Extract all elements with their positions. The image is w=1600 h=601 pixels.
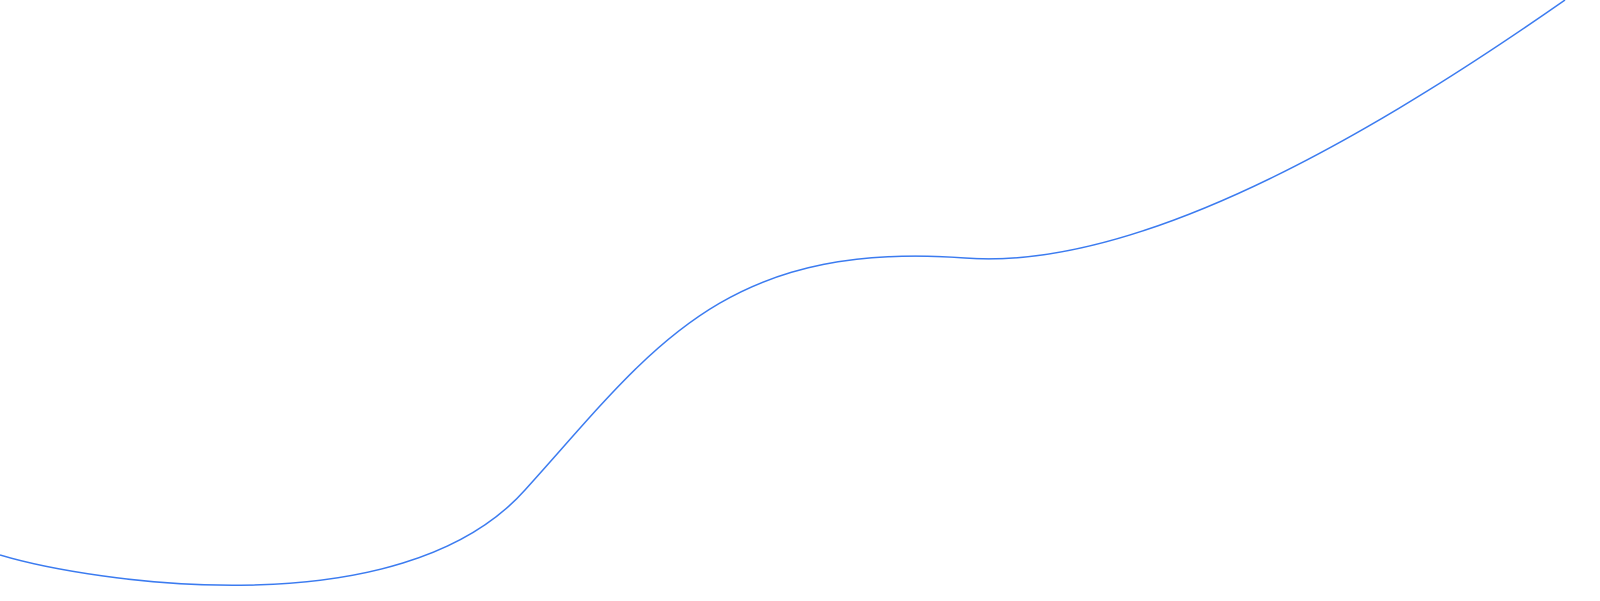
decorative-curve — [0, 0, 1566, 587]
